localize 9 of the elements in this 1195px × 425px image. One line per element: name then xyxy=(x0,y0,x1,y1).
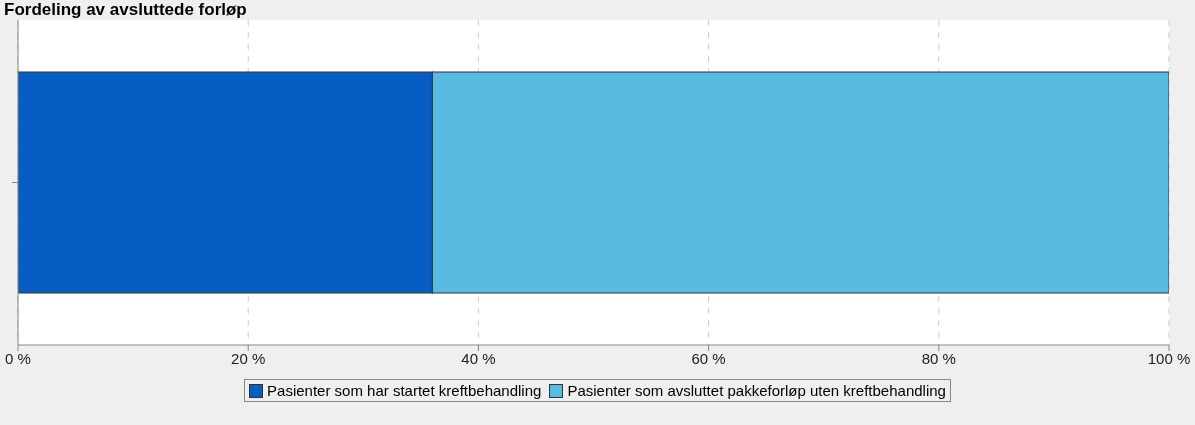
chart-title: Fordeling av avsluttede forløp xyxy=(3,0,248,20)
legend-label: Pasienter som avsluttet pakkeforløp uten kreftbehandling xyxy=(567,382,946,399)
x-tick-label: 0 % xyxy=(5,349,31,367)
x-tick-label: 40 % xyxy=(461,349,496,367)
x-tick-label: 100 % xyxy=(1147,349,1191,367)
x-tick-label: 60 % xyxy=(691,349,726,367)
x-tick-label: 80 % xyxy=(921,349,956,367)
legend-label: Pasienter som har startet kreftbehandling xyxy=(267,382,542,399)
x-tick-label: 20 % xyxy=(231,349,266,367)
